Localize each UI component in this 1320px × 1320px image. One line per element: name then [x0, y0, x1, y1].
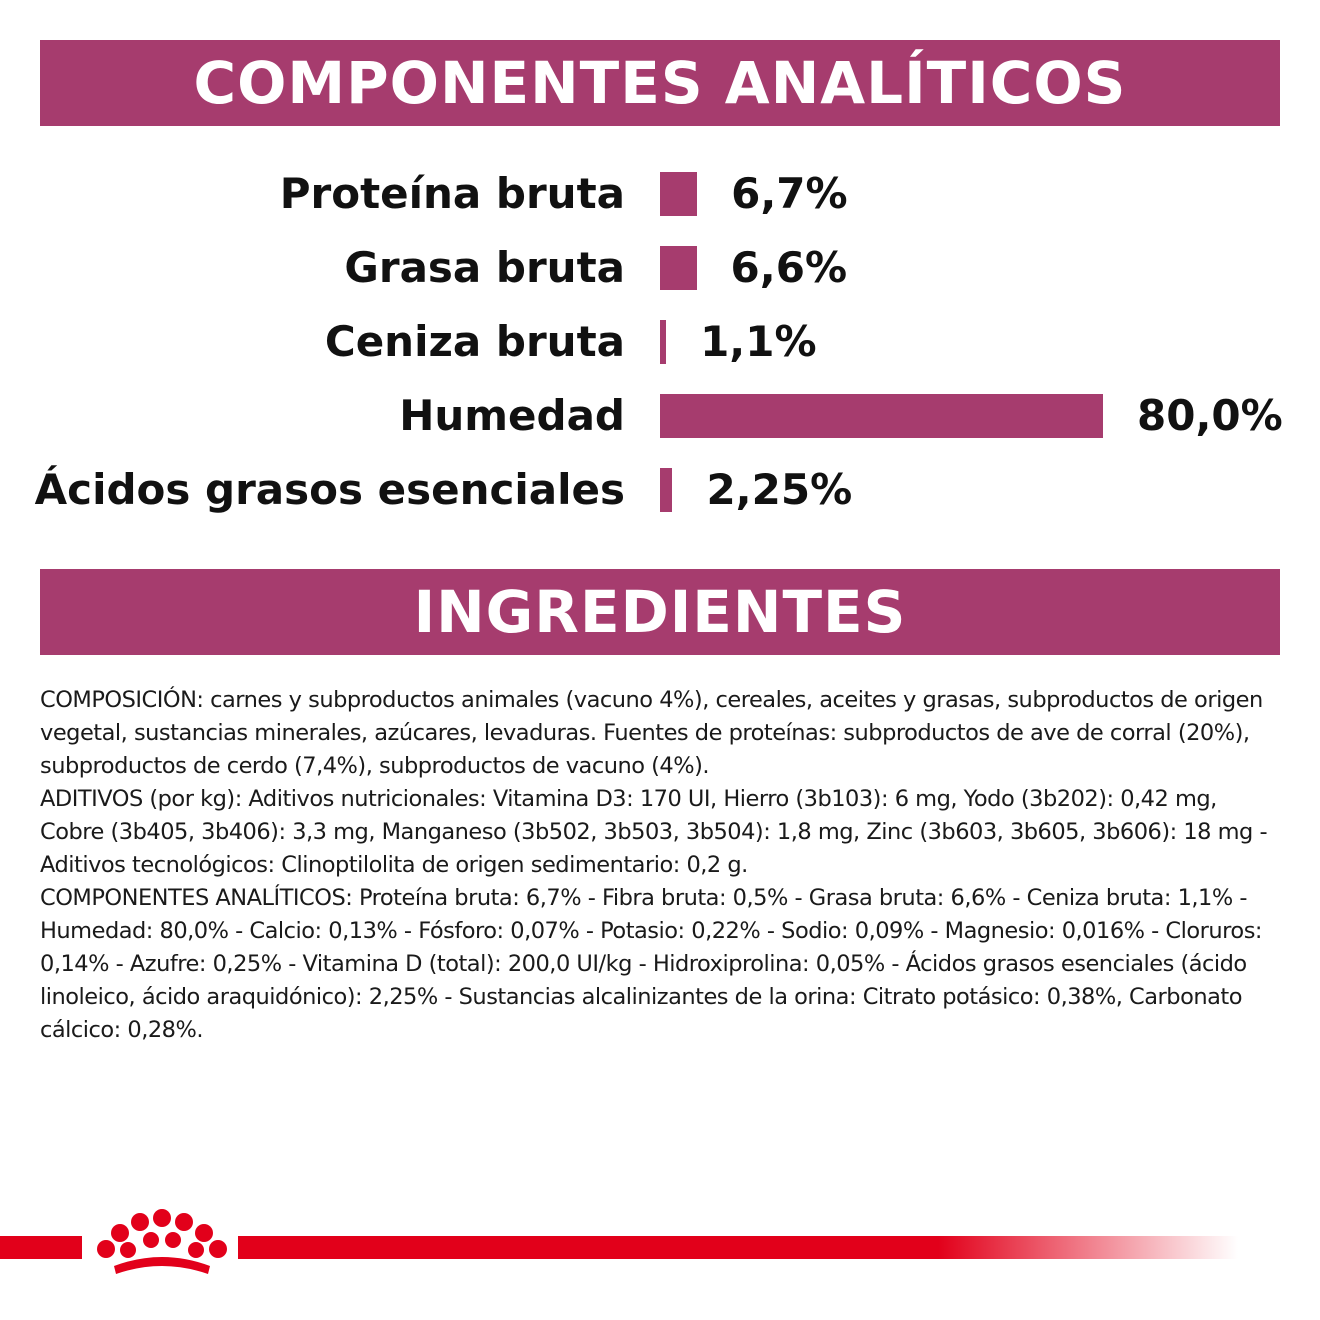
royal-crown-icon	[97, 1209, 227, 1274]
footer-red-line-left	[0, 1236, 82, 1259]
chart-bar	[660, 172, 698, 216]
chart-bar	[660, 468, 673, 512]
analytical-components-header: COMPONENTES ANALÍTICOS	[40, 40, 1280, 126]
footer-red-line-right	[238, 1236, 1238, 1259]
chart-value-label: 6,7%	[731, 169, 848, 218]
chart-row: Proteína bruta 6,7%	[0, 164, 1320, 224]
chart-row: Ceniza bruta 1,1%	[0, 312, 1320, 372]
chart-value-label: 6,6%	[730, 243, 848, 292]
chart-bar	[660, 320, 667, 364]
chart-row: Humedad 80,0%	[0, 386, 1320, 446]
analytical-components-title: COMPONENTES ANALÍTICOS	[193, 49, 1127, 117]
ingredients-text: COMPOSICIÓN: carnes y subproductos anima…	[40, 684, 1280, 1047]
composition-paragraph: COMPOSICIÓN: carnes y subproductos anima…	[40, 687, 1263, 779]
chart-category-label: Grasa bruta	[344, 243, 625, 292]
analytical-paragraph: COMPONENTES ANALÍTICOS: Proteína bruta: …	[40, 885, 1263, 1043]
additives-paragraph: ADITIVOS (por kg): Aditivos nutricionale…	[40, 786, 1268, 878]
chart-bar	[660, 246, 697, 290]
chart-value-label: 2,25%	[706, 465, 853, 514]
chart-bar	[660, 394, 1103, 438]
ingredients-title: INGREDIENTES	[413, 578, 907, 646]
chart-row: Ácidos grasos esenciales 2,25%	[0, 460, 1320, 520]
ingredients-header: INGREDIENTES	[40, 569, 1280, 655]
chart-value-label: 1,1%	[700, 317, 817, 366]
analytical-components-chart: Proteína bruta 6,7% Grasa bruta 6,6% Ceniza …	[0, 150, 1320, 530]
chart-category-label: Humedad	[399, 391, 625, 440]
chart-value-label: 80,0%	[1137, 391, 1283, 440]
chart-row: Grasa bruta 6,6%	[0, 238, 1320, 298]
chart-category-label: Ácidos grasos esenciales	[34, 465, 625, 514]
chart-category-label: Proteína bruta	[279, 169, 625, 218]
chart-category-label: Ceniza bruta	[324, 317, 625, 366]
